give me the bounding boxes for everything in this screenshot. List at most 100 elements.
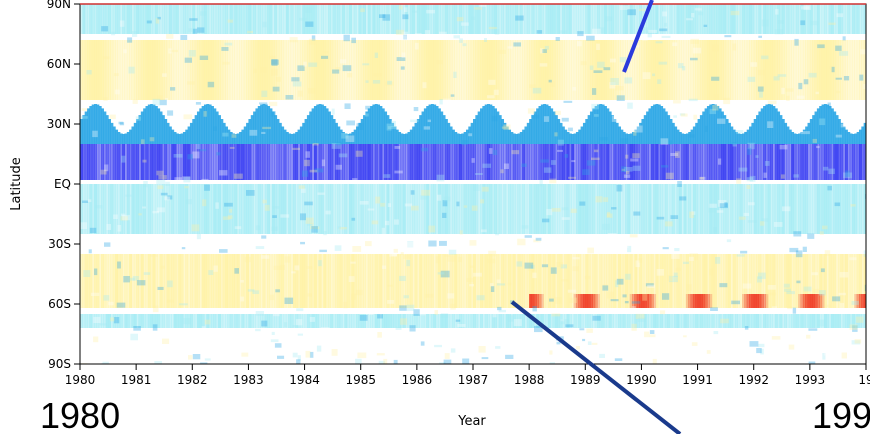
heat-speckle	[819, 118, 826, 126]
heat-speckle	[742, 283, 752, 289]
heat-cell	[772, 254, 776, 308]
heat-cell	[288, 133, 292, 144]
heat-cell	[564, 40, 568, 100]
heat-cell	[108, 184, 112, 234]
heat-cell	[809, 119, 813, 144]
heat-cell	[589, 4, 593, 34]
heat-cell	[730, 184, 734, 234]
heat-cell	[246, 144, 250, 180]
heat-cell	[353, 40, 357, 100]
heat-cell	[812, 294, 816, 308]
heat-cell	[489, 314, 493, 328]
heat-cell	[751, 294, 755, 308]
heat-cell	[512, 184, 516, 234]
heat-cell	[264, 184, 268, 234]
heat-speckle	[158, 175, 167, 180]
heat-speckle	[698, 11, 704, 16]
heat-speckle	[440, 313, 449, 318]
heat-cell	[388, 119, 392, 144]
heat-cell	[681, 4, 685, 34]
heat-cell	[814, 314, 818, 328]
heat-cell	[175, 184, 179, 234]
heat-speckle	[503, 163, 509, 169]
heat-cell	[192, 4, 196, 34]
heat-cell	[164, 119, 168, 144]
heat-cell	[339, 254, 343, 308]
heat-cell	[604, 314, 607, 328]
heat-cell	[487, 144, 490, 180]
heat-speckle	[298, 185, 305, 189]
heat-cell	[370, 254, 374, 308]
heat-speckle	[726, 239, 732, 243]
heat-cell	[454, 131, 458, 144]
heat-cell	[657, 144, 661, 180]
heat-cell	[98, 40, 102, 100]
heat-cell	[430, 184, 434, 234]
heat-cell	[370, 106, 374, 144]
heat-cell	[178, 40, 182, 100]
heat-speckle	[93, 336, 99, 343]
heat-cell	[835, 40, 839, 100]
heat-speckle	[767, 292, 777, 296]
heat-cell	[124, 254, 128, 308]
heat-cell	[540, 104, 544, 144]
heat-cell	[405, 144, 409, 180]
heat-cell	[821, 40, 825, 100]
heat-cell	[225, 254, 228, 308]
heat-speckle	[394, 146, 401, 149]
heat-speckle	[681, 110, 689, 116]
heat-speckle	[252, 290, 260, 294]
heat-cell	[421, 111, 425, 144]
heat-cell	[531, 254, 535, 308]
heat-cell	[435, 254, 439, 308]
heat-cell	[264, 104, 268, 144]
heat-cell	[173, 184, 177, 234]
heat-speckle	[309, 317, 315, 322]
heat-cell	[777, 144, 781, 180]
heat-speckle	[541, 264, 549, 268]
heat-cell	[175, 4, 179, 34]
heat-cell	[358, 314, 362, 328]
heat-cell	[746, 314, 750, 328]
heat-speckle	[402, 14, 409, 20]
heat-cell	[367, 4, 371, 34]
heat-cell	[498, 254, 502, 308]
heat-cell	[608, 184, 612, 234]
heat-cell	[372, 314, 376, 328]
heat-cell	[863, 294, 866, 308]
heat-speckle	[304, 7, 312, 13]
heat-cell	[143, 108, 147, 144]
heat-cell	[587, 294, 591, 308]
heat-speckle	[308, 62, 318, 67]
heat-cell	[706, 294, 710, 308]
heat-cell	[405, 40, 409, 100]
heat-cell	[269, 40, 273, 100]
heat-cell	[692, 314, 696, 328]
heat-cell	[568, 4, 572, 34]
heat-speckle	[717, 118, 726, 124]
heat-cell	[147, 184, 151, 234]
heat-cell	[568, 40, 572, 100]
heat-cell	[561, 144, 565, 180]
heat-speckle	[704, 125, 708, 132]
heat-cell	[337, 4, 341, 34]
heat-speckle	[495, 233, 500, 236]
heat-cell	[180, 40, 184, 100]
heat-speckle	[393, 359, 398, 364]
heat-cell	[851, 4, 855, 34]
heat-speckle	[779, 144, 788, 150]
heat-cell	[629, 294, 633, 308]
heat-cell	[835, 144, 839, 180]
heat-cell	[468, 144, 472, 180]
heat-cell	[484, 144, 488, 180]
heat-cell	[444, 144, 448, 180]
heat-speckle	[343, 301, 348, 309]
heat-speckle	[102, 357, 112, 364]
heat-cell	[676, 129, 680, 144]
heat-cell	[805, 144, 809, 180]
heat-speckle	[561, 279, 569, 282]
heat-cell	[498, 115, 502, 144]
heat-cell	[723, 314, 727, 328]
heat-speckle	[231, 134, 237, 138]
heat-speckle	[786, 95, 790, 101]
